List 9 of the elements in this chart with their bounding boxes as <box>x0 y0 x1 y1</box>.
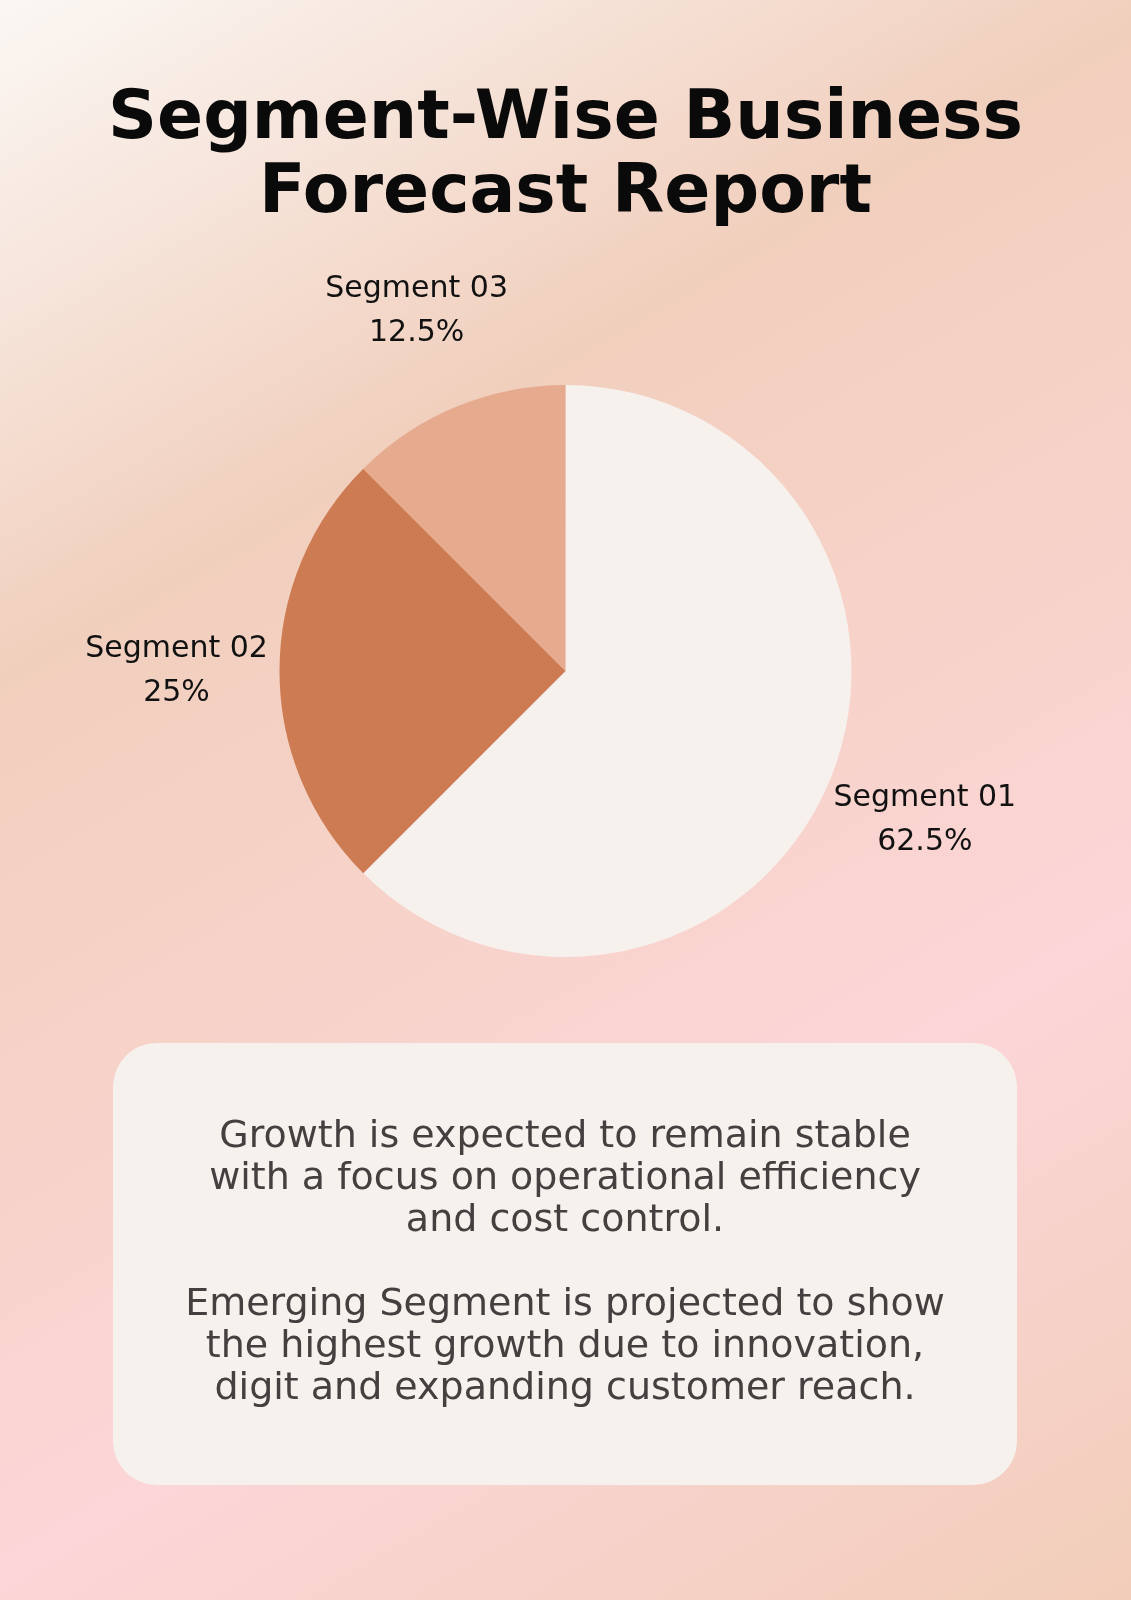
slice-label: Segment 03 <box>325 269 509 305</box>
slice-label: Segment 01 <box>833 777 1017 813</box>
text: Growth is expected to remain stable with a focus on operational efficiency and cost control. <box>208 1112 922 1240</box>
text: Emerging Segment is projected to show the highest growth due to innovation, digit and expanding customer reach. <box>184 1280 946 1408</box>
slice-label: Segment 02 <box>85 628 268 664</box>
data-label: 62.5% <box>877 821 973 857</box>
chart-title: Segment-Wise Business Forecast Report <box>107 75 1024 228</box>
data-label: 12.5% <box>369 313 465 349</box>
data-label: 25% <box>143 672 210 708</box>
